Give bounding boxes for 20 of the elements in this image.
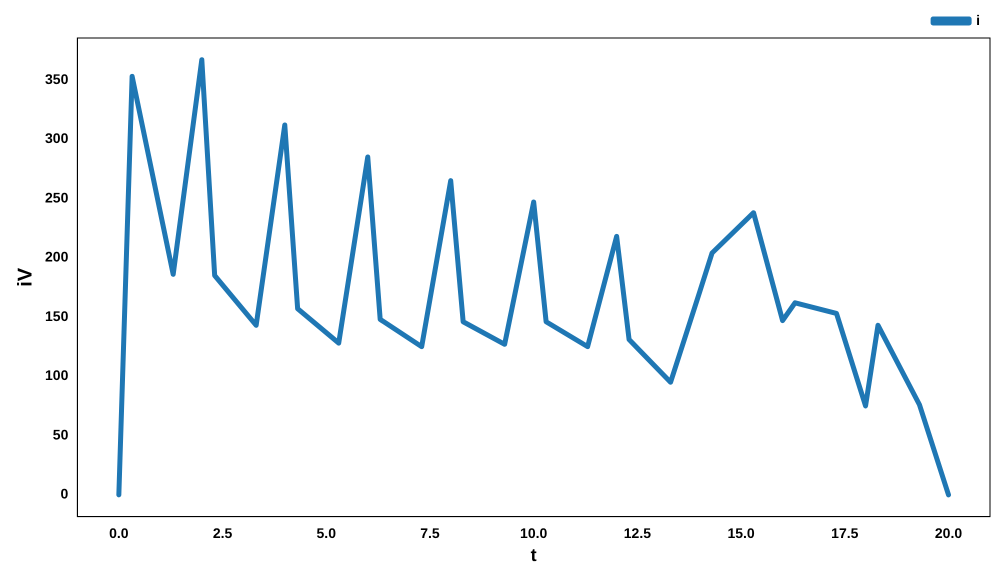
x-tick-label: 0.0 [109, 524, 129, 541]
y-tick-label: 350 [45, 70, 69, 87]
x-axis-title: t [530, 545, 537, 566]
x-tick-label: 7.5 [420, 524, 440, 541]
x-tick-label: 15.0 [727, 524, 755, 541]
y-tick-label: 250 [45, 189, 69, 206]
x-tick-label: 20.0 [934, 524, 962, 541]
y-tick-label: 0 [60, 486, 69, 502]
x-tick-label: 12.5 [624, 524, 652, 541]
y-axis-title: iV [14, 267, 37, 287]
y-tick-label: 200 [45, 248, 69, 265]
y-tick-label: 50 [52, 426, 69, 442]
x-tick-label: 5.0 [316, 524, 336, 541]
y-tick-label: 100 [45, 367, 69, 384]
x-tick-label: 10.0 [520, 524, 548, 541]
x-tick-label: 2.5 [212, 524, 232, 541]
y-tick-label: 150 [45, 308, 69, 324]
legend-label: i [976, 12, 980, 28]
y-tick-label: 300 [45, 130, 69, 146]
x-tick-label: 17.5 [831, 524, 859, 541]
